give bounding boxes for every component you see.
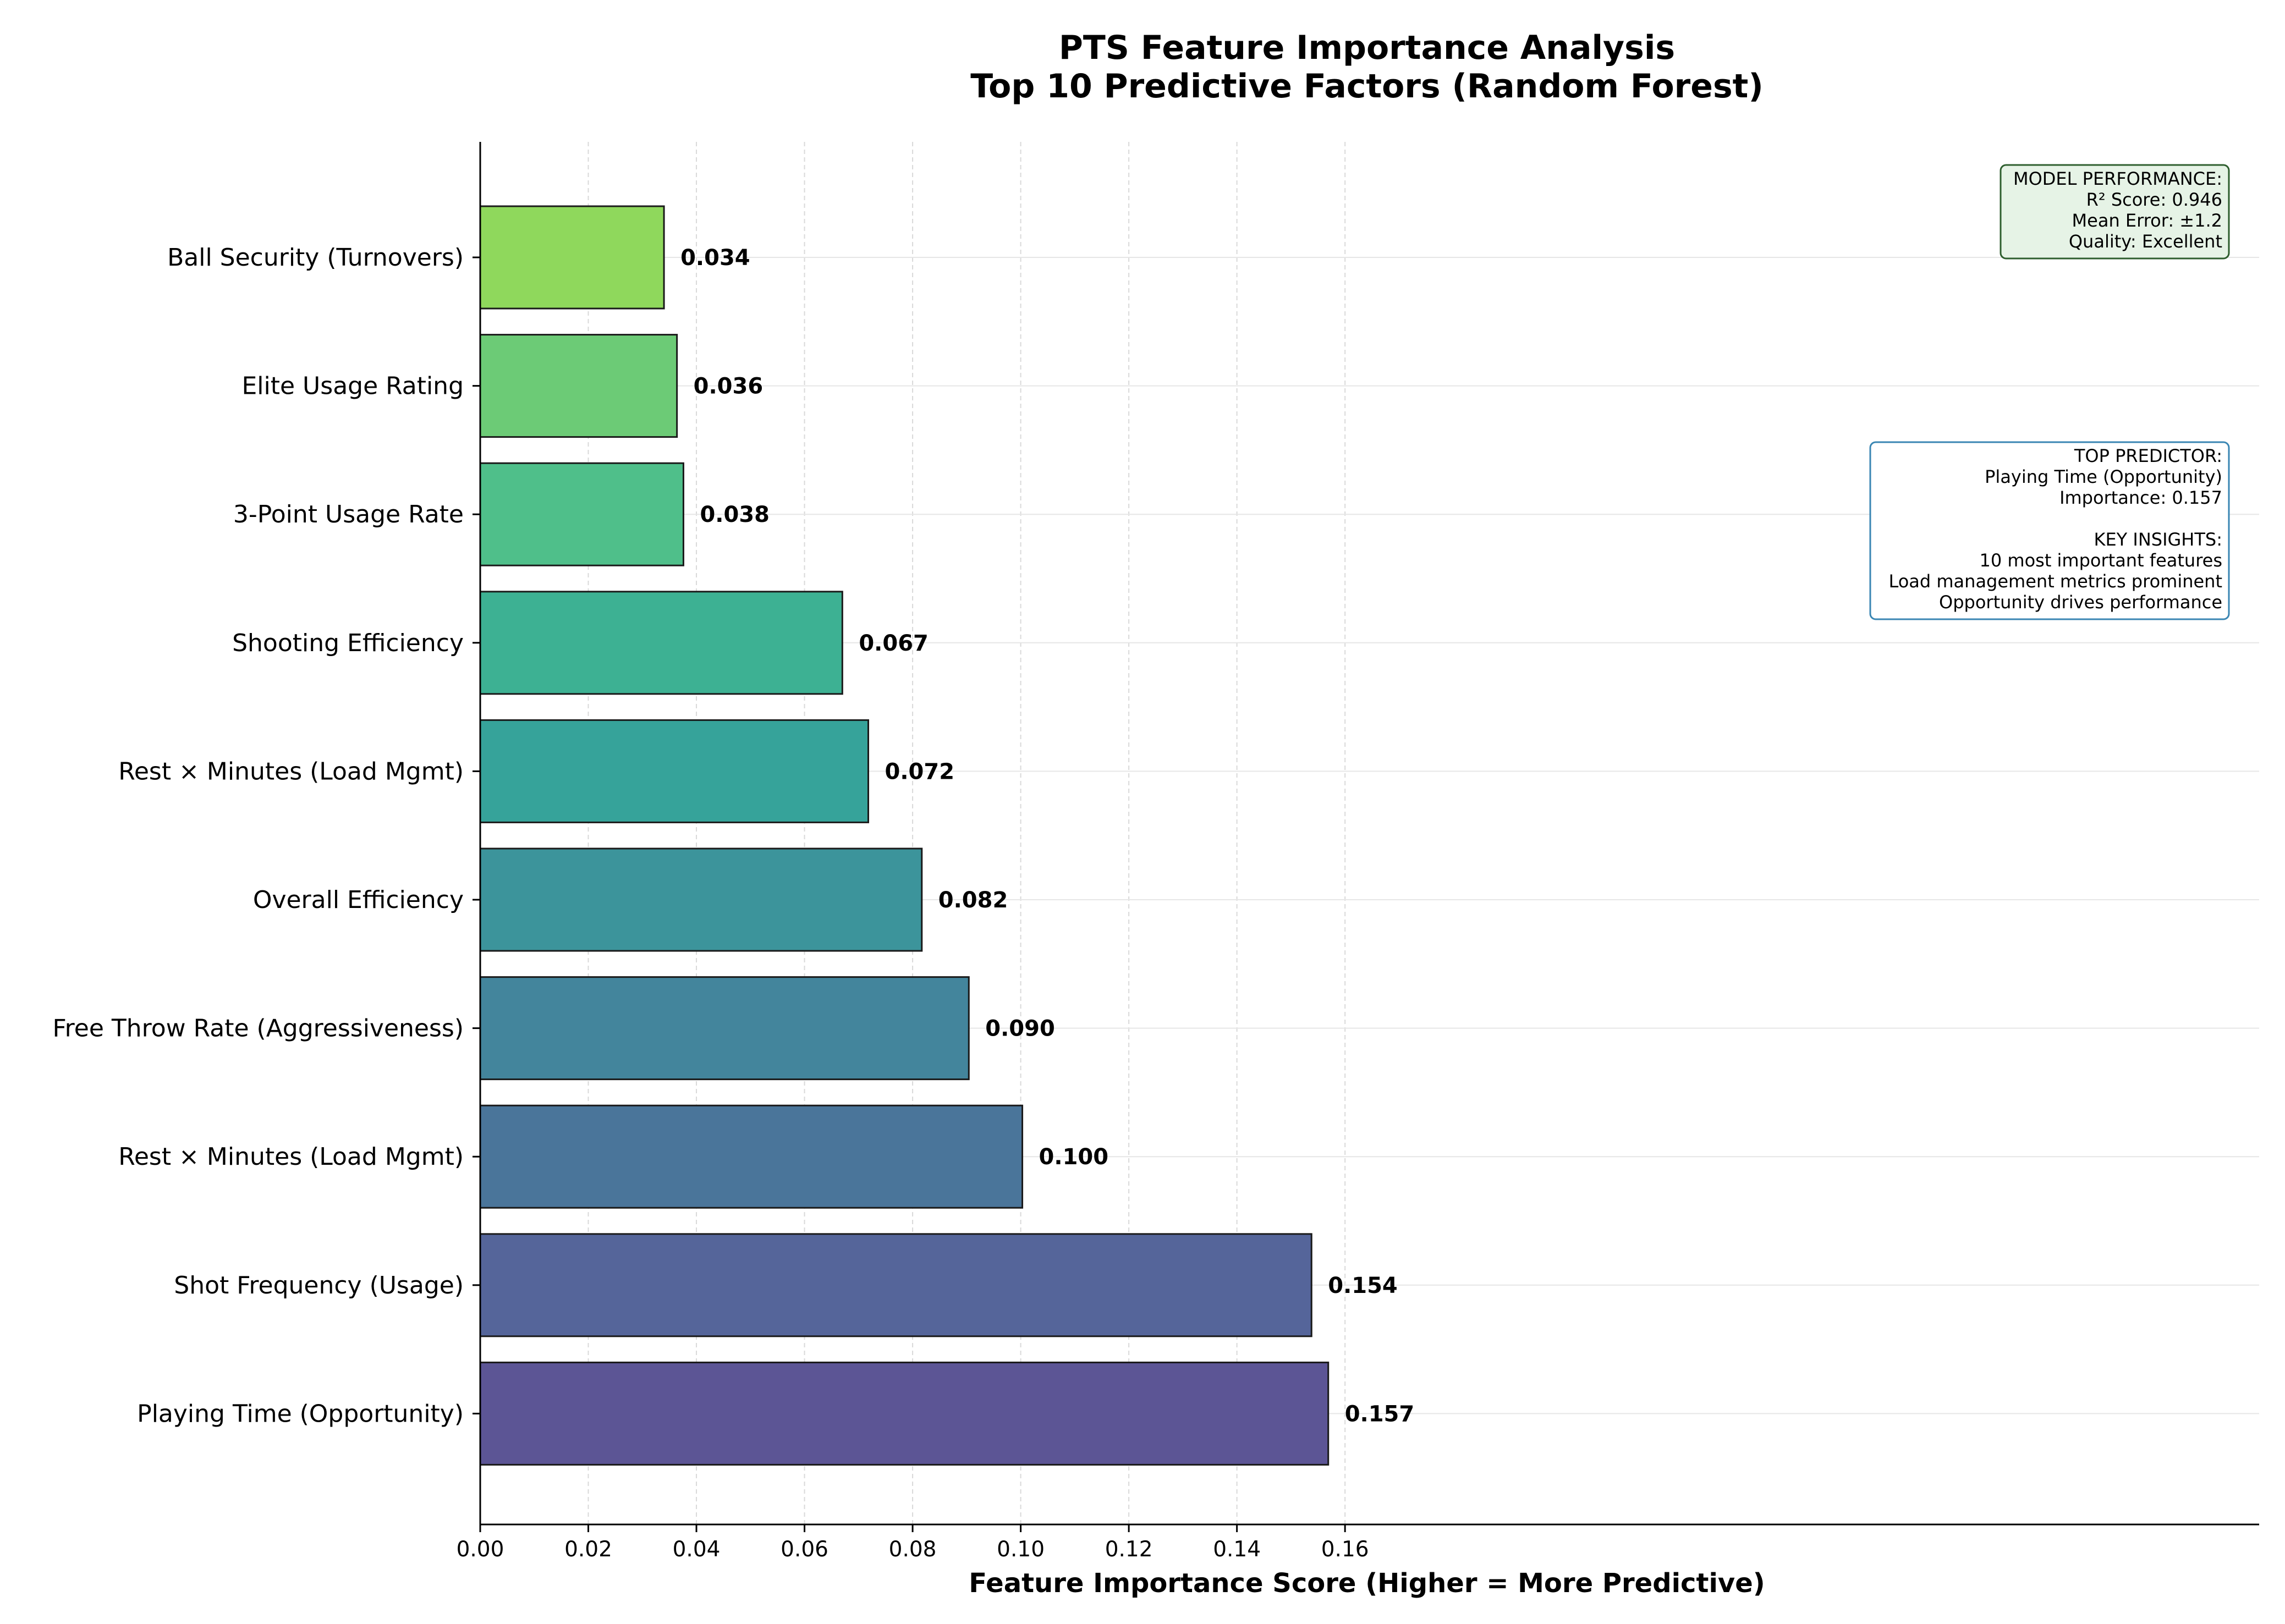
model-performance-box: MODEL PERFORMANCE: R² Score: 0.946 Mean …	[2000, 164, 2230, 260]
category-label: 3-Point Usage Rate	[233, 500, 464, 529]
value-label: 0.090	[985, 1016, 1055, 1042]
value-label: 0.100	[1039, 1144, 1109, 1170]
bar	[479, 1361, 1330, 1466]
value-label: 0.034	[680, 245, 750, 271]
key-insights-heading: KEY INSIGHTS:	[2094, 529, 2222, 550]
model-performance-error: Mean Error: ±1.2	[2072, 210, 2222, 231]
value-label: 0.036	[694, 374, 764, 399]
bar	[479, 334, 678, 438]
model-performance-quality: Quality: Excellent	[2069, 231, 2222, 252]
value-label: 0.154	[1328, 1273, 1398, 1298]
bars	[479, 205, 1330, 1466]
insight-opportunity: Opportunity drives performance	[1939, 592, 2222, 613]
x-tick-label: 0.06	[781, 1537, 828, 1562]
labels: 0.00 0.02 0.04 0.06 0.08 0.10 0.12 0.14 0.16 Ball…	[53, 244, 1415, 1562]
bar	[479, 976, 970, 1081]
category-label: Free Throw Rate (Aggressiveness)	[53, 1015, 464, 1043]
model-performance-box-frame	[2000, 164, 2230, 260]
value-label: 0.157	[1345, 1401, 1415, 1427]
insight-feature-count: 10 most important features	[1980, 550, 2223, 571]
category-label: Shooting Efficiency	[232, 629, 464, 657]
insights-box-frame	[1869, 441, 2230, 620]
x-tick-label: 0.02	[564, 1537, 612, 1562]
insight-load-management: Load management metrics prominent	[1888, 571, 2222, 592]
bar	[479, 1233, 1312, 1337]
chart-title-line-1: PTS Feature Importance Analysis	[1059, 29, 1675, 67]
bar	[479, 847, 923, 952]
x-tick-label: 0.04	[673, 1537, 721, 1562]
category-label: Playing Time (Opportunity)	[137, 1400, 464, 1428]
top-predictor-heading: TOP PREDICTOR:	[2074, 445, 2222, 466]
x-tick-label: 0.08	[889, 1537, 937, 1562]
value-label: 0.038	[700, 502, 770, 527]
bar	[479, 591, 843, 695]
x-tick-label: 0.14	[1213, 1537, 1261, 1562]
x-axis-title: Feature Importance Score (Higher = More …	[969, 1568, 1765, 1599]
value-label: 0.067	[859, 631, 929, 656]
bar	[479, 719, 870, 823]
model-performance-r2: R² Score: 0.946	[2086, 189, 2222, 210]
top-predictor-name: Playing Time (Opportunity)	[1985, 466, 2222, 487]
bar	[479, 205, 665, 310]
chart-title-line-2: Top 10 Predictive Factors (Random Forest…	[970, 67, 1764, 106]
category-label: Overall Efficiency	[253, 886, 464, 914]
bar	[479, 462, 684, 566]
category-label: Shot Frequency (Usage)	[174, 1271, 464, 1300]
category-label: Rest × Minutes (Load Mgmt)	[118, 757, 464, 785]
insights-box: TOP PREDICTOR: Playing Time (Opportunity…	[1869, 441, 2230, 620]
category-label: Elite Usage Rating	[242, 372, 464, 400]
value-label: 0.082	[938, 888, 1008, 913]
bar	[479, 1104, 1024, 1209]
model-performance-heading: MODEL PERFORMANCE:	[2013, 168, 2222, 189]
top-predictor-importance: Importance: 0.157	[2059, 487, 2222, 508]
value-label: 0.072	[885, 759, 955, 784]
category-label: Ball Security (Turnovers)	[167, 244, 464, 272]
x-tick-label: 0.10	[997, 1537, 1045, 1562]
axes	[473, 142, 2259, 1532]
x-tick-label: 0.16	[1321, 1537, 1369, 1562]
x-tick-label: 0.00	[457, 1537, 504, 1562]
category-label: Rest × Minutes (Load Mgmt)	[118, 1143, 464, 1171]
x-tick-label: 0.12	[1105, 1537, 1153, 1562]
